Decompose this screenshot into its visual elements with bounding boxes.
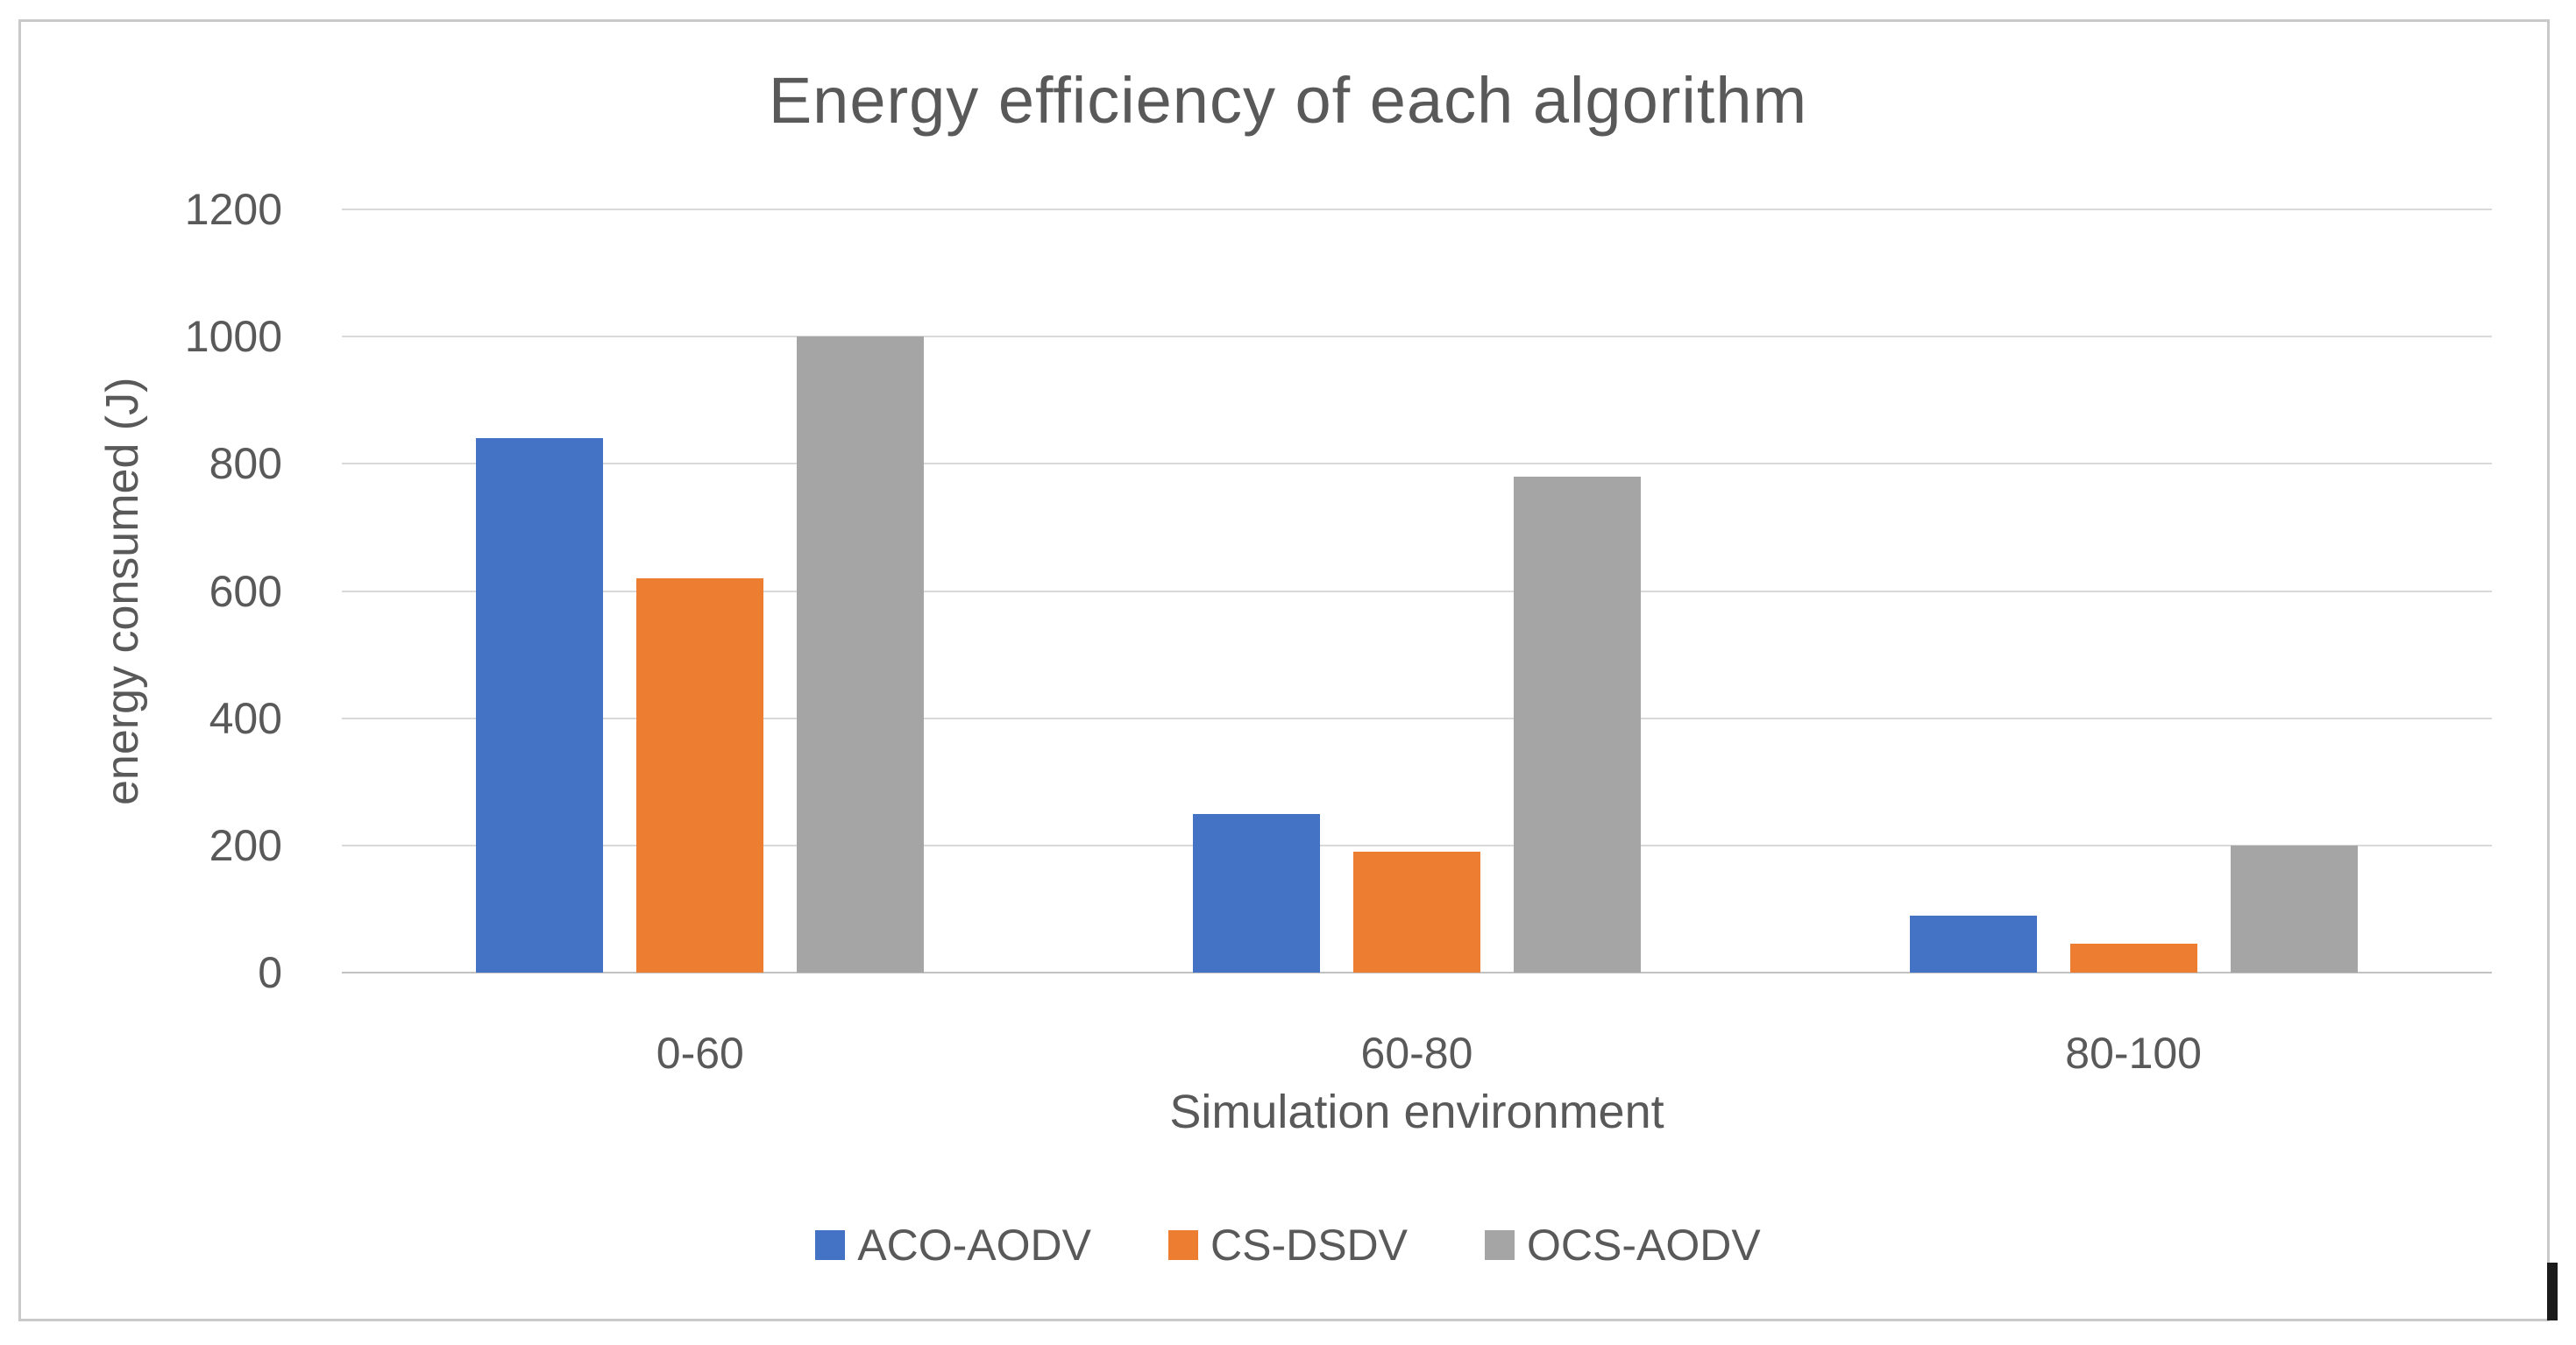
x-tick-label-0-60: 0-60 bbox=[656, 1029, 744, 1078]
x-axis-title: Simulation environment bbox=[1169, 1086, 1664, 1138]
gridline-1000 bbox=[342, 336, 2492, 338]
bar-group-80-100 bbox=[1775, 209, 2492, 973]
legend-label: OCS-AODV bbox=[1527, 1221, 1761, 1270]
legend-label: CS-DSDV bbox=[1210, 1221, 1409, 1270]
gridline-400 bbox=[342, 717, 2492, 719]
gridline-1200 bbox=[342, 209, 2492, 210]
y-tick-label-1000: 1000 bbox=[184, 312, 282, 362]
bar-OCS-AODV-0-60 bbox=[797, 336, 925, 973]
bar-OCS-AODV-80-100 bbox=[2230, 845, 2358, 973]
bar-CS-DSDV-60-80 bbox=[1352, 852, 1480, 973]
legend-item-OCS-AODV: OCS-AODV bbox=[1485, 1220, 1761, 1271]
bar-CS-DSDV-0-60 bbox=[636, 577, 764, 973]
x-tick-label-80-100: 80-100 bbox=[2065, 1029, 2202, 1078]
legend-swatch-icon bbox=[1167, 1230, 1198, 1260]
bar-ACO-AODV-0-60 bbox=[476, 438, 604, 973]
gridline-600 bbox=[342, 590, 2492, 592]
y-tick-label-800: 800 bbox=[209, 439, 282, 489]
y-tick-label-0: 0 bbox=[258, 948, 282, 997]
gridline-200 bbox=[342, 844, 2492, 846]
bar-ACO-AODV-80-100 bbox=[1909, 915, 2037, 973]
gridline-0 bbox=[342, 972, 2492, 973]
y-tick-label-600: 600 bbox=[209, 566, 282, 616]
bar-group-0-60 bbox=[342, 209, 1059, 973]
y-tick-label-200: 200 bbox=[209, 820, 282, 870]
x-tick-label-60-80: 60-80 bbox=[1360, 1029, 1473, 1078]
legend-item-ACO-AODV: ACO-AODV bbox=[815, 1220, 1091, 1271]
bar-group-60-80 bbox=[1059, 209, 1776, 973]
legend-item-CS-DSDV: CS-DSDV bbox=[1167, 1220, 1409, 1271]
chart-title: Energy efficiency of each algorithm bbox=[768, 64, 1808, 137]
y-tick-label-400: 400 bbox=[209, 693, 282, 743]
bar-OCS-AODV-60-80 bbox=[1513, 476, 1641, 973]
gridline-800 bbox=[342, 463, 2492, 465]
legend-label: ACO-AODV bbox=[857, 1221, 1091, 1270]
bar-ACO-AODV-60-80 bbox=[1192, 813, 1320, 973]
plot-area bbox=[342, 209, 2492, 973]
y-tick-label-1200: 1200 bbox=[184, 185, 282, 234]
bar-CS-DSDV-80-100 bbox=[2069, 944, 2197, 973]
cursor-artifact bbox=[2547, 1263, 2558, 1320]
legend-swatch-icon bbox=[1485, 1230, 1515, 1260]
chart-border bbox=[18, 19, 2550, 1321]
legend: ACO-AODV CS-DSDV OCS-AODV bbox=[0, 1220, 2576, 1271]
legend-swatch-icon bbox=[815, 1230, 846, 1260]
